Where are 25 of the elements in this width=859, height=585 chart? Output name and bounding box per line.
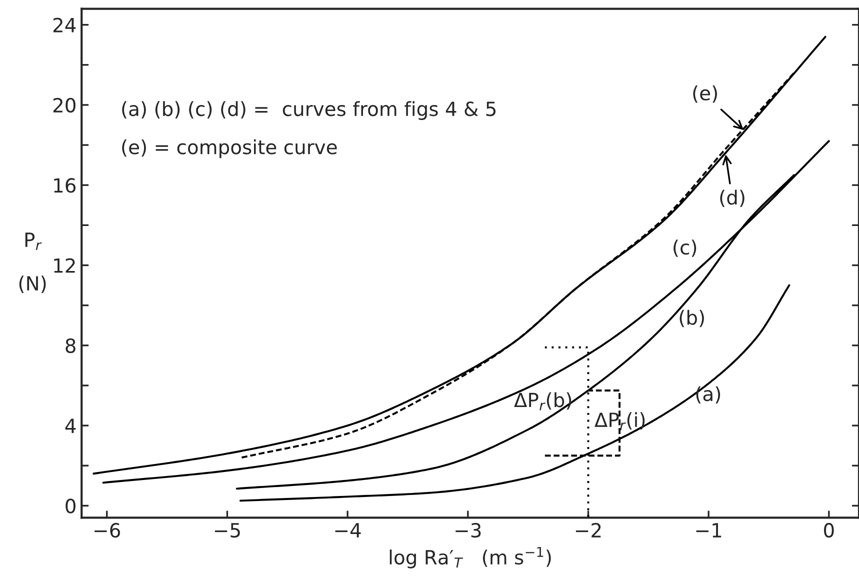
x-tick-label: −6 [94, 522, 120, 538]
y-tick-label: 8 [66, 338, 76, 354]
x-tick-label: 0 [824, 522, 834, 538]
annotation: (e) = composite curve [122, 139, 337, 158]
annotation: (a) [696, 386, 720, 404]
annotation: (c) [674, 240, 696, 257]
annotation: ΔP$_{r}$(i) [594, 412, 645, 430]
x-tick-label: −2 [576, 522, 601, 538]
annotation: (a) (b) (c) (d) = curves from figs 4 & 5 [122, 101, 496, 120]
x-tick-label: −5 [214, 523, 240, 538]
y-tick-label: 12 [54, 258, 75, 273]
x-tick-label: −4 [335, 523, 361, 538]
y-tick-label: 16 [54, 178, 76, 193]
annotation: (d) [720, 190, 744, 208]
annotation: ΔP$_{r}$(b) [514, 392, 572, 410]
annotation: (b) [680, 310, 704, 328]
annotation: (e) [693, 85, 717, 103]
x-tick-label: −3 [456, 522, 481, 538]
y-tick-label: 24 [53, 18, 76, 32]
text: log Ra′$_{T}$ (m s$^{−1}$) [390, 546, 551, 568]
y-tick-label: 4 [65, 418, 76, 433]
y-tick-label: 0 [66, 498, 76, 514]
x-tick-label: −1 [696, 523, 722, 538]
text: P$_{r}$ (N) [19, 232, 46, 293]
y-tick-label: 20 [53, 98, 76, 113]
